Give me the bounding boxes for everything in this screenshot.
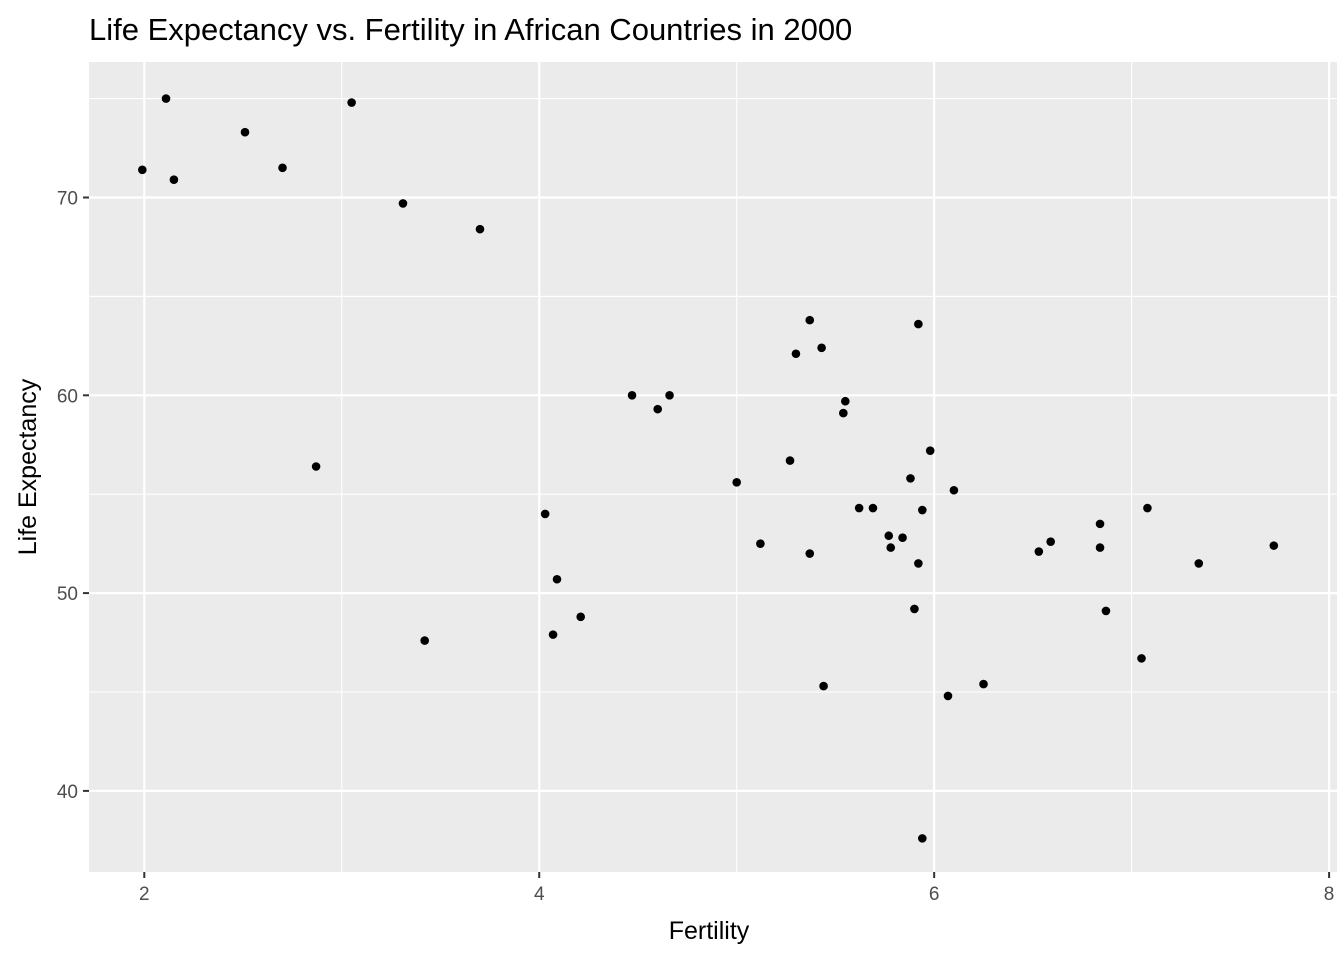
- data-point: [868, 503, 878, 513]
- data-point: [884, 531, 894, 541]
- data-point: [576, 612, 585, 622]
- data-point: [420, 636, 429, 645]
- data-point: [138, 165, 147, 175]
- x-tick-label: 8: [1324, 884, 1335, 905]
- y-tick-label: 70: [57, 188, 78, 209]
- data-point: [918, 834, 927, 843]
- data-point: [841, 396, 850, 406]
- data-point: [1194, 559, 1204, 568]
- data-point: [854, 503, 864, 513]
- data-point: [1046, 537, 1055, 546]
- x-tick-label: 6: [929, 884, 940, 905]
- data-point: [653, 404, 663, 414]
- data-point: [805, 315, 815, 325]
- major-gridlines: [89, 62, 1337, 872]
- data-point: [943, 691, 953, 701]
- data-point: [311, 462, 321, 471]
- data-point: [910, 604, 919, 614]
- y-axis-title: Life Expectancy: [14, 378, 42, 555]
- data-point: [1269, 541, 1279, 550]
- data-point: [817, 343, 826, 353]
- data-point: [756, 539, 765, 548]
- data-point: [1095, 519, 1105, 529]
- y-tick-label: 50: [57, 584, 78, 605]
- data-point: [1095, 543, 1105, 552]
- data-point: [398, 199, 408, 208]
- data-point: [979, 679, 988, 689]
- data-point: [785, 456, 795, 465]
- data-point: [1034, 547, 1044, 556]
- data-point: [278, 163, 287, 173]
- data-point: [161, 94, 171, 103]
- x-tick-label: 4: [534, 884, 545, 905]
- data-point: [627, 390, 637, 400]
- data-point: [475, 224, 485, 234]
- data-point: [347, 98, 356, 107]
- x-tick-label: 2: [139, 884, 150, 905]
- data-point: [169, 175, 179, 184]
- data-points: [138, 94, 1279, 843]
- data-point: [552, 574, 562, 584]
- x-axis: 2 4 6 8: [139, 872, 1334, 905]
- data-point: [898, 533, 907, 543]
- y-tick-label: 40: [57, 782, 78, 803]
- data-point: [819, 681, 828, 691]
- data-point: [839, 408, 848, 418]
- data-point: [925, 446, 935, 455]
- y-axis: 40 50 60 70: [57, 188, 89, 803]
- data-point: [914, 319, 923, 329]
- chart-title: Life Expectancy vs. Fertility in African…: [89, 12, 852, 47]
- data-point: [914, 559, 923, 568]
- data-point: [540, 509, 550, 519]
- data-point: [1101, 606, 1111, 616]
- data-point: [548, 630, 558, 639]
- data-point: [732, 478, 741, 487]
- data-point: [1137, 654, 1146, 663]
- data-point: [886, 543, 896, 552]
- data-point: [906, 474, 915, 483]
- data-point: [665, 390, 674, 400]
- data-point: [240, 127, 250, 137]
- data-point: [949, 485, 959, 495]
- x-axis-title: Fertility: [669, 917, 750, 945]
- data-point: [791, 349, 801, 359]
- data-point: [918, 505, 927, 515]
- plot-panel: [89, 62, 1337, 872]
- data-point: [1143, 503, 1152, 513]
- data-point: [805, 549, 815, 558]
- y-tick-label: 60: [57, 386, 78, 407]
